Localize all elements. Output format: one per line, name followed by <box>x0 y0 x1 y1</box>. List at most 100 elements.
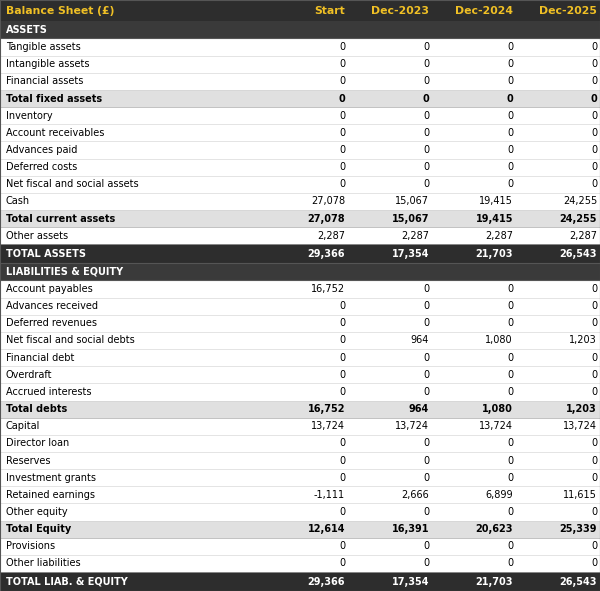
Text: 1,080: 1,080 <box>482 404 513 414</box>
Text: -1,111: -1,111 <box>314 490 345 500</box>
Text: 27,078: 27,078 <box>311 196 345 206</box>
Text: Total Equity: Total Equity <box>6 524 71 534</box>
Bar <box>0 469 600 486</box>
Text: 0: 0 <box>339 473 345 483</box>
Text: 0: 0 <box>591 128 597 138</box>
Text: 0: 0 <box>507 473 513 483</box>
Text: 0: 0 <box>423 42 429 52</box>
Text: 0: 0 <box>591 353 597 363</box>
Bar <box>0 158 600 176</box>
Text: 0: 0 <box>339 387 345 397</box>
Text: 0: 0 <box>423 76 429 86</box>
Text: 0: 0 <box>339 541 345 551</box>
Bar <box>0 141 600 158</box>
Text: Balance Sheet (£): Balance Sheet (£) <box>6 6 115 15</box>
Text: 29,366: 29,366 <box>308 577 345 586</box>
Text: 0: 0 <box>339 439 345 449</box>
Text: 0: 0 <box>423 456 429 466</box>
Text: Dec-2024: Dec-2024 <box>455 6 513 15</box>
Text: 0: 0 <box>591 42 597 52</box>
Text: 6,899: 6,899 <box>485 490 513 500</box>
Text: 0: 0 <box>507 439 513 449</box>
Text: 0: 0 <box>339 456 345 466</box>
Text: 0: 0 <box>591 558 597 569</box>
Text: 0: 0 <box>507 507 513 517</box>
Text: 20,623: 20,623 <box>476 524 513 534</box>
Text: 16,752: 16,752 <box>308 404 345 414</box>
Text: 12,614: 12,614 <box>308 524 345 534</box>
Text: Advances paid: Advances paid <box>6 145 77 155</box>
Text: 0: 0 <box>507 541 513 551</box>
Bar <box>0 538 600 555</box>
Text: 2,287: 2,287 <box>569 230 597 241</box>
Bar <box>0 90 600 107</box>
Text: 0: 0 <box>339 370 345 380</box>
Text: 0: 0 <box>507 179 513 189</box>
Text: 0: 0 <box>591 76 597 86</box>
Text: 0: 0 <box>591 319 597 329</box>
Text: 0: 0 <box>339 179 345 189</box>
Bar <box>0 176 600 193</box>
Text: 0: 0 <box>423 319 429 329</box>
Text: 29,366: 29,366 <box>308 249 345 259</box>
Bar <box>0 486 600 504</box>
Text: Other assets: Other assets <box>6 230 68 241</box>
Text: 0: 0 <box>423 145 429 155</box>
Text: 0: 0 <box>339 42 345 52</box>
Text: 13,724: 13,724 <box>395 421 429 431</box>
Text: Director loan: Director loan <box>6 439 69 449</box>
Bar <box>0 521 600 538</box>
Bar <box>0 124 600 141</box>
Text: LIABILITIES & EQUITY: LIABILITIES & EQUITY <box>6 267 123 277</box>
Text: 0: 0 <box>339 128 345 138</box>
Text: 0: 0 <box>591 456 597 466</box>
Text: 0: 0 <box>423 439 429 449</box>
Text: 0: 0 <box>422 93 429 103</box>
Text: 0: 0 <box>339 301 345 311</box>
Text: 0: 0 <box>507 301 513 311</box>
Text: 0: 0 <box>591 541 597 551</box>
Text: 16,752: 16,752 <box>311 284 345 294</box>
Text: 0: 0 <box>507 456 513 466</box>
Text: 13,724: 13,724 <box>563 421 597 431</box>
Text: 0: 0 <box>591 179 597 189</box>
Text: 0: 0 <box>591 507 597 517</box>
Text: 0: 0 <box>507 319 513 329</box>
Text: 0: 0 <box>507 76 513 86</box>
Text: 0: 0 <box>591 145 597 155</box>
Text: 0: 0 <box>339 336 345 346</box>
Text: Total fixed assets: Total fixed assets <box>6 93 102 103</box>
Text: 0: 0 <box>423 284 429 294</box>
Bar <box>0 38 600 56</box>
Bar <box>0 315 600 332</box>
Text: Accrued interests: Accrued interests <box>6 387 91 397</box>
Bar <box>0 227 600 244</box>
Bar <box>0 435 600 452</box>
Bar <box>0 401 600 418</box>
Bar <box>0 452 600 469</box>
Text: 0: 0 <box>339 59 345 69</box>
Text: Start: Start <box>314 6 345 15</box>
Text: Inventory: Inventory <box>6 111 53 121</box>
Text: 2,287: 2,287 <box>317 230 345 241</box>
Text: 16,391: 16,391 <box>392 524 429 534</box>
Bar <box>0 504 600 521</box>
Text: 26,543: 26,543 <box>560 249 597 259</box>
Bar <box>0 332 600 349</box>
Text: 0: 0 <box>507 145 513 155</box>
Text: 0: 0 <box>591 162 597 172</box>
Bar <box>0 384 600 401</box>
Text: 2,666: 2,666 <box>401 490 429 500</box>
Text: Investment grants: Investment grants <box>6 473 96 483</box>
Text: 0: 0 <box>423 179 429 189</box>
Text: Advances received: Advances received <box>6 301 98 311</box>
Text: Retained earnings: Retained earnings <box>6 490 95 500</box>
Text: 17,354: 17,354 <box>392 577 429 586</box>
Text: 0: 0 <box>591 111 597 121</box>
Text: 0: 0 <box>423 541 429 551</box>
Text: 964: 964 <box>409 404 429 414</box>
Text: 0: 0 <box>423 507 429 517</box>
Text: 0: 0 <box>507 42 513 52</box>
Text: 0: 0 <box>591 301 597 311</box>
Text: Deferred costs: Deferred costs <box>6 162 77 172</box>
